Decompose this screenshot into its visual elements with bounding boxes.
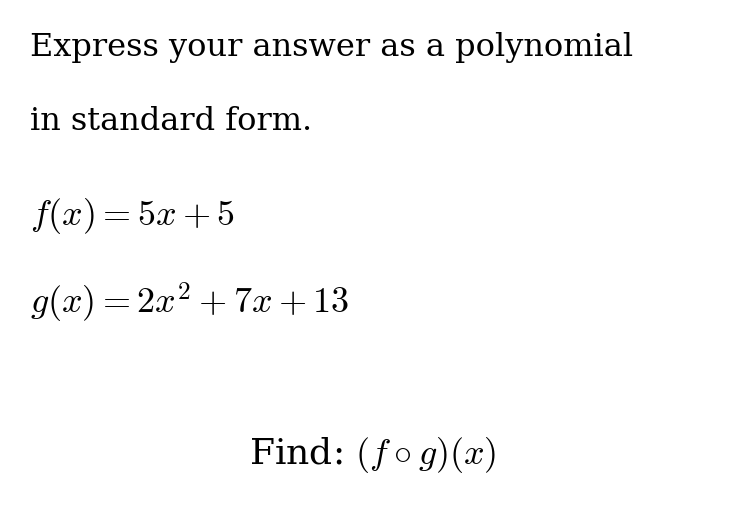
Text: $g(x) = 2x^2 + 7x + 13$: $g(x) = 2x^2 + 7x + 13$	[30, 281, 349, 326]
Text: in standard form.: in standard form.	[30, 106, 312, 137]
Text: Express your answer as a polynomial: Express your answer as a polynomial	[30, 32, 633, 63]
Text: $f(x) = 5x + 5$: $f(x) = 5x + 5$	[30, 196, 235, 236]
Text: Find: $(f \circ g)(x)$: Find: $(f \circ g)(x)$	[249, 435, 496, 475]
